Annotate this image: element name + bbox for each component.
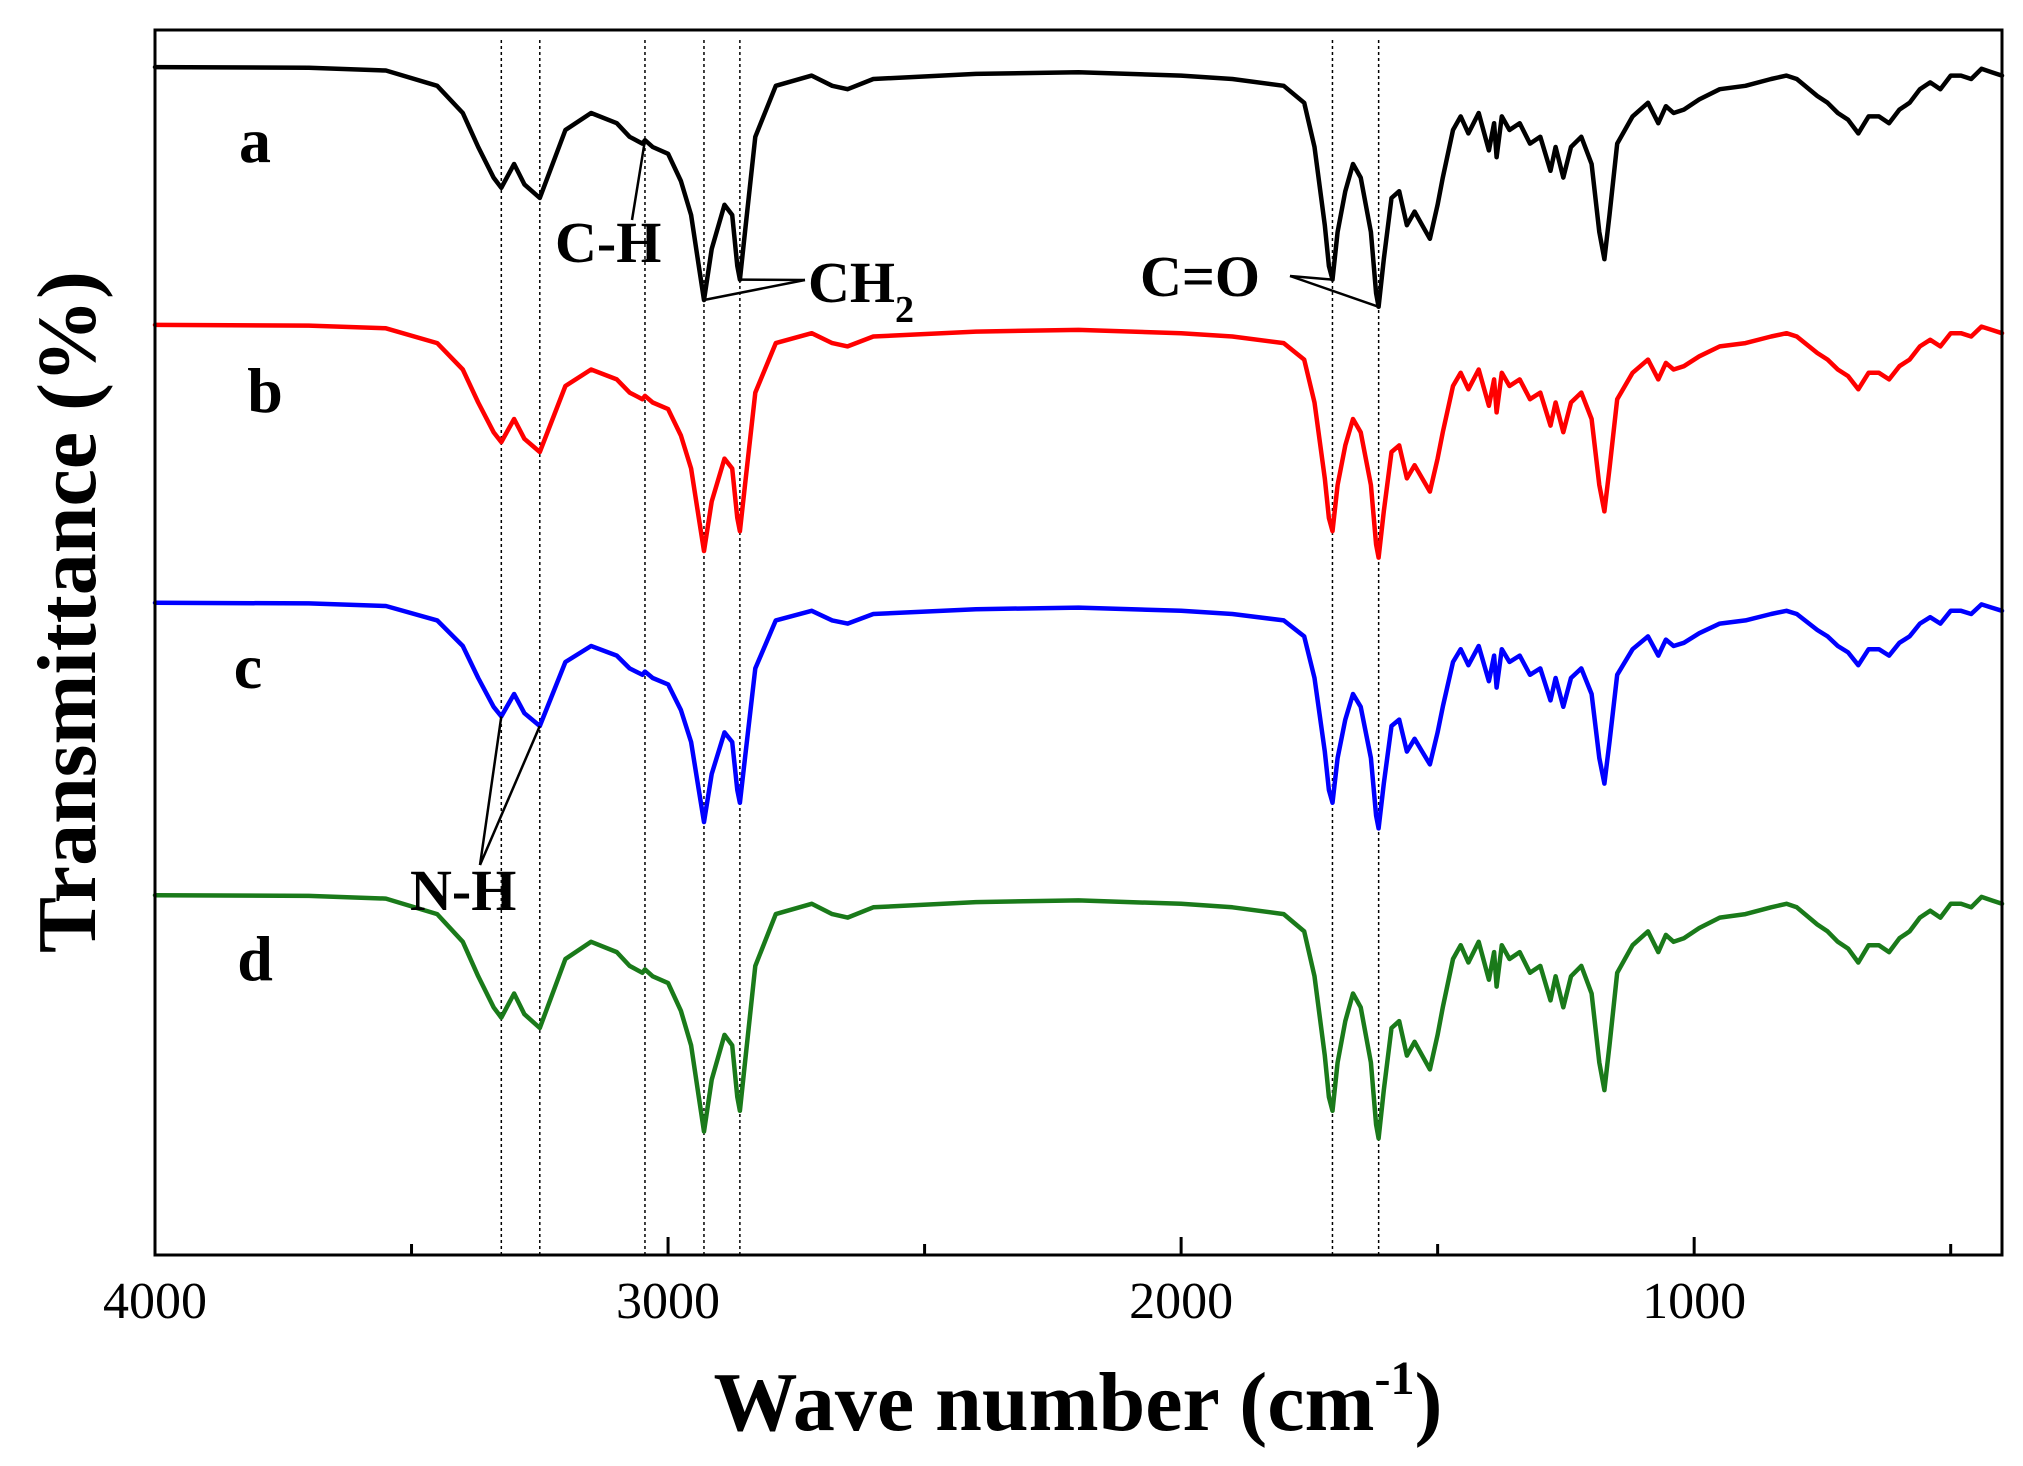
series-label-a: a [239,105,271,176]
plot-frame [153,28,2004,1257]
x-axis-label-text: Wave number (cm [713,1356,1374,1449]
series-labels: a b c d [234,105,283,994]
annotation-text: N-H [410,858,516,923]
series-line-a [152,64,2005,310]
x-tick-label: 2000 [1129,1273,1233,1330]
annotation-leader [1289,274,1333,281]
x-axis-label-close: ) [1415,1356,1443,1449]
series-group [152,64,2005,1141]
series-line-c [152,600,2005,831]
annotation-label: N-H [410,858,516,923]
y-axis-label: Transmittance (%) [21,271,114,953]
series-line-d [152,892,2005,1141]
annotation-text: C-H [555,210,661,275]
x-axis-label-sup: -1 [1375,1352,1415,1405]
annotation-subscript: 2 [895,289,914,331]
annotation-leader [478,716,503,866]
annotation-label: C=O [1140,244,1260,309]
x-tick-label: 4000 [103,1273,207,1330]
annotations: C-H CH2 C=O N-H [410,139,1380,923]
x-tick-label: 3000 [616,1273,720,1330]
annotation-leader [703,278,806,302]
annotation-leader [478,725,541,866]
series-label-d: d [237,923,273,994]
annotation-text: CH [808,250,895,315]
reference-lines [500,40,1380,1255]
annotation-leader [630,139,647,221]
x-tick-label: 1000 [1642,1273,1746,1330]
annotation-leader [1289,274,1380,308]
series-line-b [152,322,2005,560]
x-axis-ticks: 4000 3000 2000 1000 [103,1237,1953,1330]
series-label-b: b [247,355,283,426]
series-label-c: c [234,631,262,702]
x-axis-label: Wave number (cm-1) [713,1352,1442,1449]
annotation-text: C=O [1140,244,1260,309]
annotation-label: C-H [555,210,661,275]
annotation-label: CH2 [808,250,914,331]
